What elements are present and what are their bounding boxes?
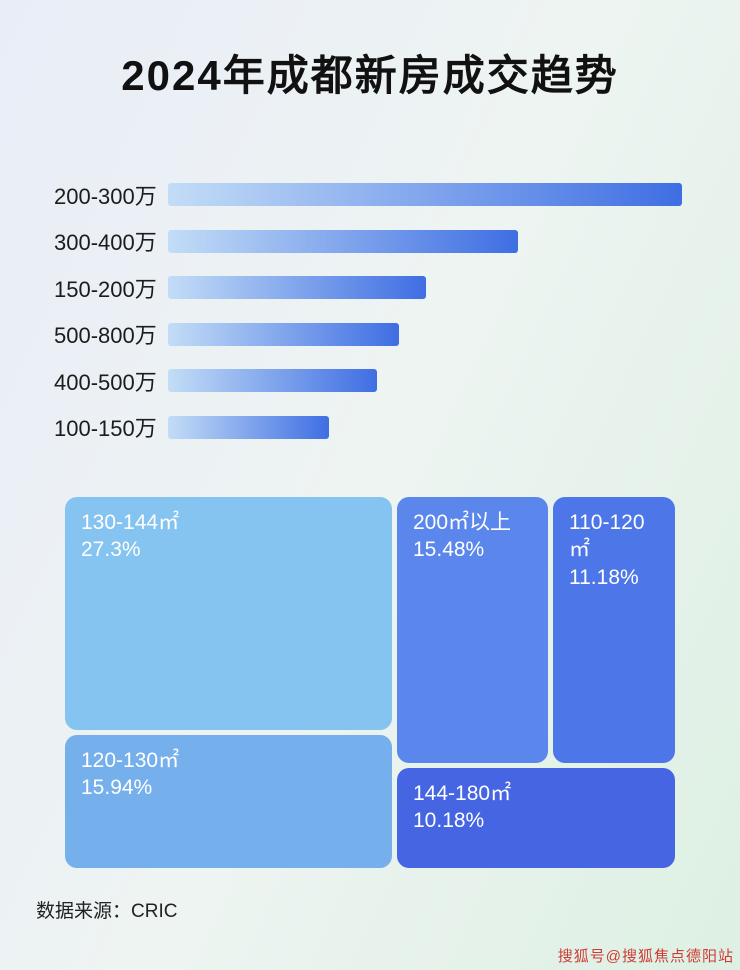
area-treemap: 130-144㎡ 27.3% 120-130㎡ 15.94% 200㎡以上 15… bbox=[65, 497, 675, 868]
bar bbox=[168, 322, 400, 346]
price-range-bar-chart: 200-300万 300-400万 150-200万 500-800万 400- bbox=[40, 182, 682, 461]
bar-track bbox=[168, 322, 682, 346]
treemap-block: 120-130㎡ 15.94% bbox=[65, 735, 392, 868]
treemap-block-value: 10.18% bbox=[413, 809, 485, 833]
bar-track bbox=[168, 229, 682, 253]
bar-category-label: 300-400万 bbox=[54, 230, 157, 255]
treemap-block-label: 130-144㎡ bbox=[81, 511, 180, 534]
treemap-block: 110-120㎡ 11.18% bbox=[553, 497, 675, 763]
bar-row: 200-300万 bbox=[40, 182, 682, 209]
bar-category-label: 400-500万 bbox=[54, 369, 157, 395]
data-source-label: 数据来源：CRIC bbox=[36, 901, 178, 922]
treemap-block: 130-144㎡ 27.3% bbox=[65, 497, 392, 730]
bar bbox=[168, 229, 518, 253]
bar-track bbox=[168, 415, 682, 439]
treemap-block: 144-180㎡ 10.18% bbox=[397, 768, 675, 868]
bar-row: 400-500万 bbox=[40, 368, 682, 395]
bar-category-label: 100-150万 bbox=[54, 416, 157, 441]
bar bbox=[168, 276, 426, 299]
treemap-block-label: 144-180㎡ bbox=[413, 782, 512, 805]
bar-category-label: 500-800万 bbox=[54, 323, 157, 348]
bar-row: 500-800万 bbox=[40, 322, 682, 348]
page-title: 2024年成都新房成交趋势 bbox=[121, 52, 619, 99]
bar-row: 100-150万 bbox=[40, 415, 682, 441]
bar bbox=[168, 183, 682, 206]
treemap-block-value: 11.18% bbox=[569, 565, 639, 589]
treemap-block-label: 200㎡以上 bbox=[413, 511, 512, 534]
bar-category-label: 200-300万 bbox=[54, 183, 157, 209]
treemap-block: 200㎡以上 15.48% bbox=[397, 497, 548, 763]
bar bbox=[168, 369, 377, 392]
bar-category-label: 150-200万 bbox=[54, 276, 157, 302]
treemap-block-value: 27.3% bbox=[81, 538, 141, 562]
bar-row: 150-200万 bbox=[40, 275, 682, 302]
treemap-block-label: 110-120㎡ bbox=[569, 511, 645, 562]
bar-track bbox=[168, 369, 682, 392]
bar-track bbox=[168, 183, 682, 206]
treemap-block-value: 15.48% bbox=[413, 538, 485, 562]
bar-row: 300-400万 bbox=[40, 229, 682, 255]
bar bbox=[168, 415, 330, 439]
watermark: 搜狐号@搜狐焦点德阳站 bbox=[557, 948, 734, 965]
bar-track bbox=[168, 276, 682, 299]
treemap-block-label: 120-130㎡ bbox=[81, 749, 180, 772]
treemap-block-value: 15.94% bbox=[81, 776, 153, 800]
